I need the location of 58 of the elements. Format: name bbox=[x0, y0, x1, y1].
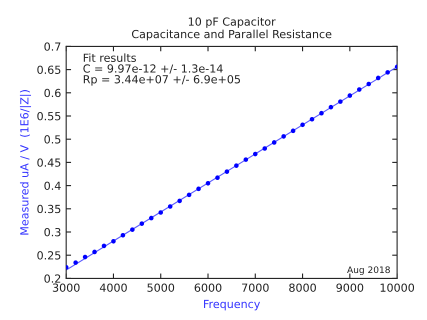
y-tick-label: 0.35 bbox=[37, 204, 60, 214]
x-tick-label: 6000 bbox=[194, 283, 222, 292]
point bbox=[177, 198, 182, 204]
point bbox=[120, 232, 126, 238]
point bbox=[82, 254, 88, 260]
point bbox=[328, 104, 334, 110]
x-axis-title: Frequency bbox=[204, 300, 260, 310]
y-tick-label: 0.7 bbox=[44, 42, 60, 51]
y-tick-label: 0.4 bbox=[44, 182, 61, 190]
point bbox=[385, 70, 390, 75]
point bbox=[348, 93, 352, 98]
point bbox=[357, 87, 362, 92]
y-tick-label: 0.25 bbox=[37, 251, 60, 260]
y-tick-label: 0.65 bbox=[37, 66, 60, 74]
point bbox=[130, 227, 135, 232]
point bbox=[102, 244, 106, 248]
x-tick-label: 8000 bbox=[289, 283, 316, 292]
x-tick-label: 7000 bbox=[242, 283, 269, 292]
point bbox=[290, 128, 296, 134]
y-tick-label: 0.5 bbox=[44, 135, 60, 144]
point bbox=[224, 169, 230, 174]
point bbox=[73, 260, 78, 265]
point bbox=[252, 152, 258, 156]
y-tick-label: 0.3 bbox=[44, 228, 60, 236]
point bbox=[244, 157, 248, 162]
point bbox=[196, 186, 201, 192]
x-tick-label: 4000 bbox=[100, 283, 127, 292]
x-tick-label: 5000 bbox=[147, 283, 174, 292]
x-tick-label: 3000 bbox=[52, 283, 80, 292]
point bbox=[215, 175, 220, 180]
point bbox=[300, 122, 305, 128]
point bbox=[234, 163, 239, 168]
y-tick-label: 0.2 bbox=[44, 274, 60, 283]
point bbox=[366, 82, 372, 86]
x-tick-label: 10000 bbox=[380, 283, 414, 292]
chart-title: 10 pF Capacitor Capacitance and Parallel Resistance bbox=[132, 17, 332, 40]
point bbox=[272, 140, 276, 145]
y-tick-label: 0.55 bbox=[37, 112, 60, 120]
y-tick-label: 0.6 bbox=[44, 88, 61, 98]
point bbox=[310, 116, 314, 122]
point bbox=[376, 76, 380, 80]
point bbox=[158, 210, 164, 215]
point bbox=[168, 204, 172, 209]
point bbox=[148, 216, 154, 220]
point bbox=[319, 110, 324, 116]
point bbox=[262, 146, 268, 151]
annotation: Fit results C = 9.97e-12 +/- 1.3e-14 Rp = 3.44e+07 +/- 6.9e+05 bbox=[83, 53, 240, 86]
x-tick-label: 9000 bbox=[336, 283, 364, 292]
point bbox=[338, 99, 343, 104]
point bbox=[206, 180, 210, 186]
annotation: Aug 2018 bbox=[347, 266, 390, 275]
point bbox=[111, 238, 116, 244]
y-axis-title: Measured uA / V (1E6/|Z|) bbox=[20, 90, 32, 235]
point bbox=[186, 192, 192, 198]
point bbox=[140, 221, 144, 226]
y-tick-label: 0.45 bbox=[37, 158, 60, 167]
point bbox=[281, 134, 286, 139]
point bbox=[92, 250, 97, 254]
